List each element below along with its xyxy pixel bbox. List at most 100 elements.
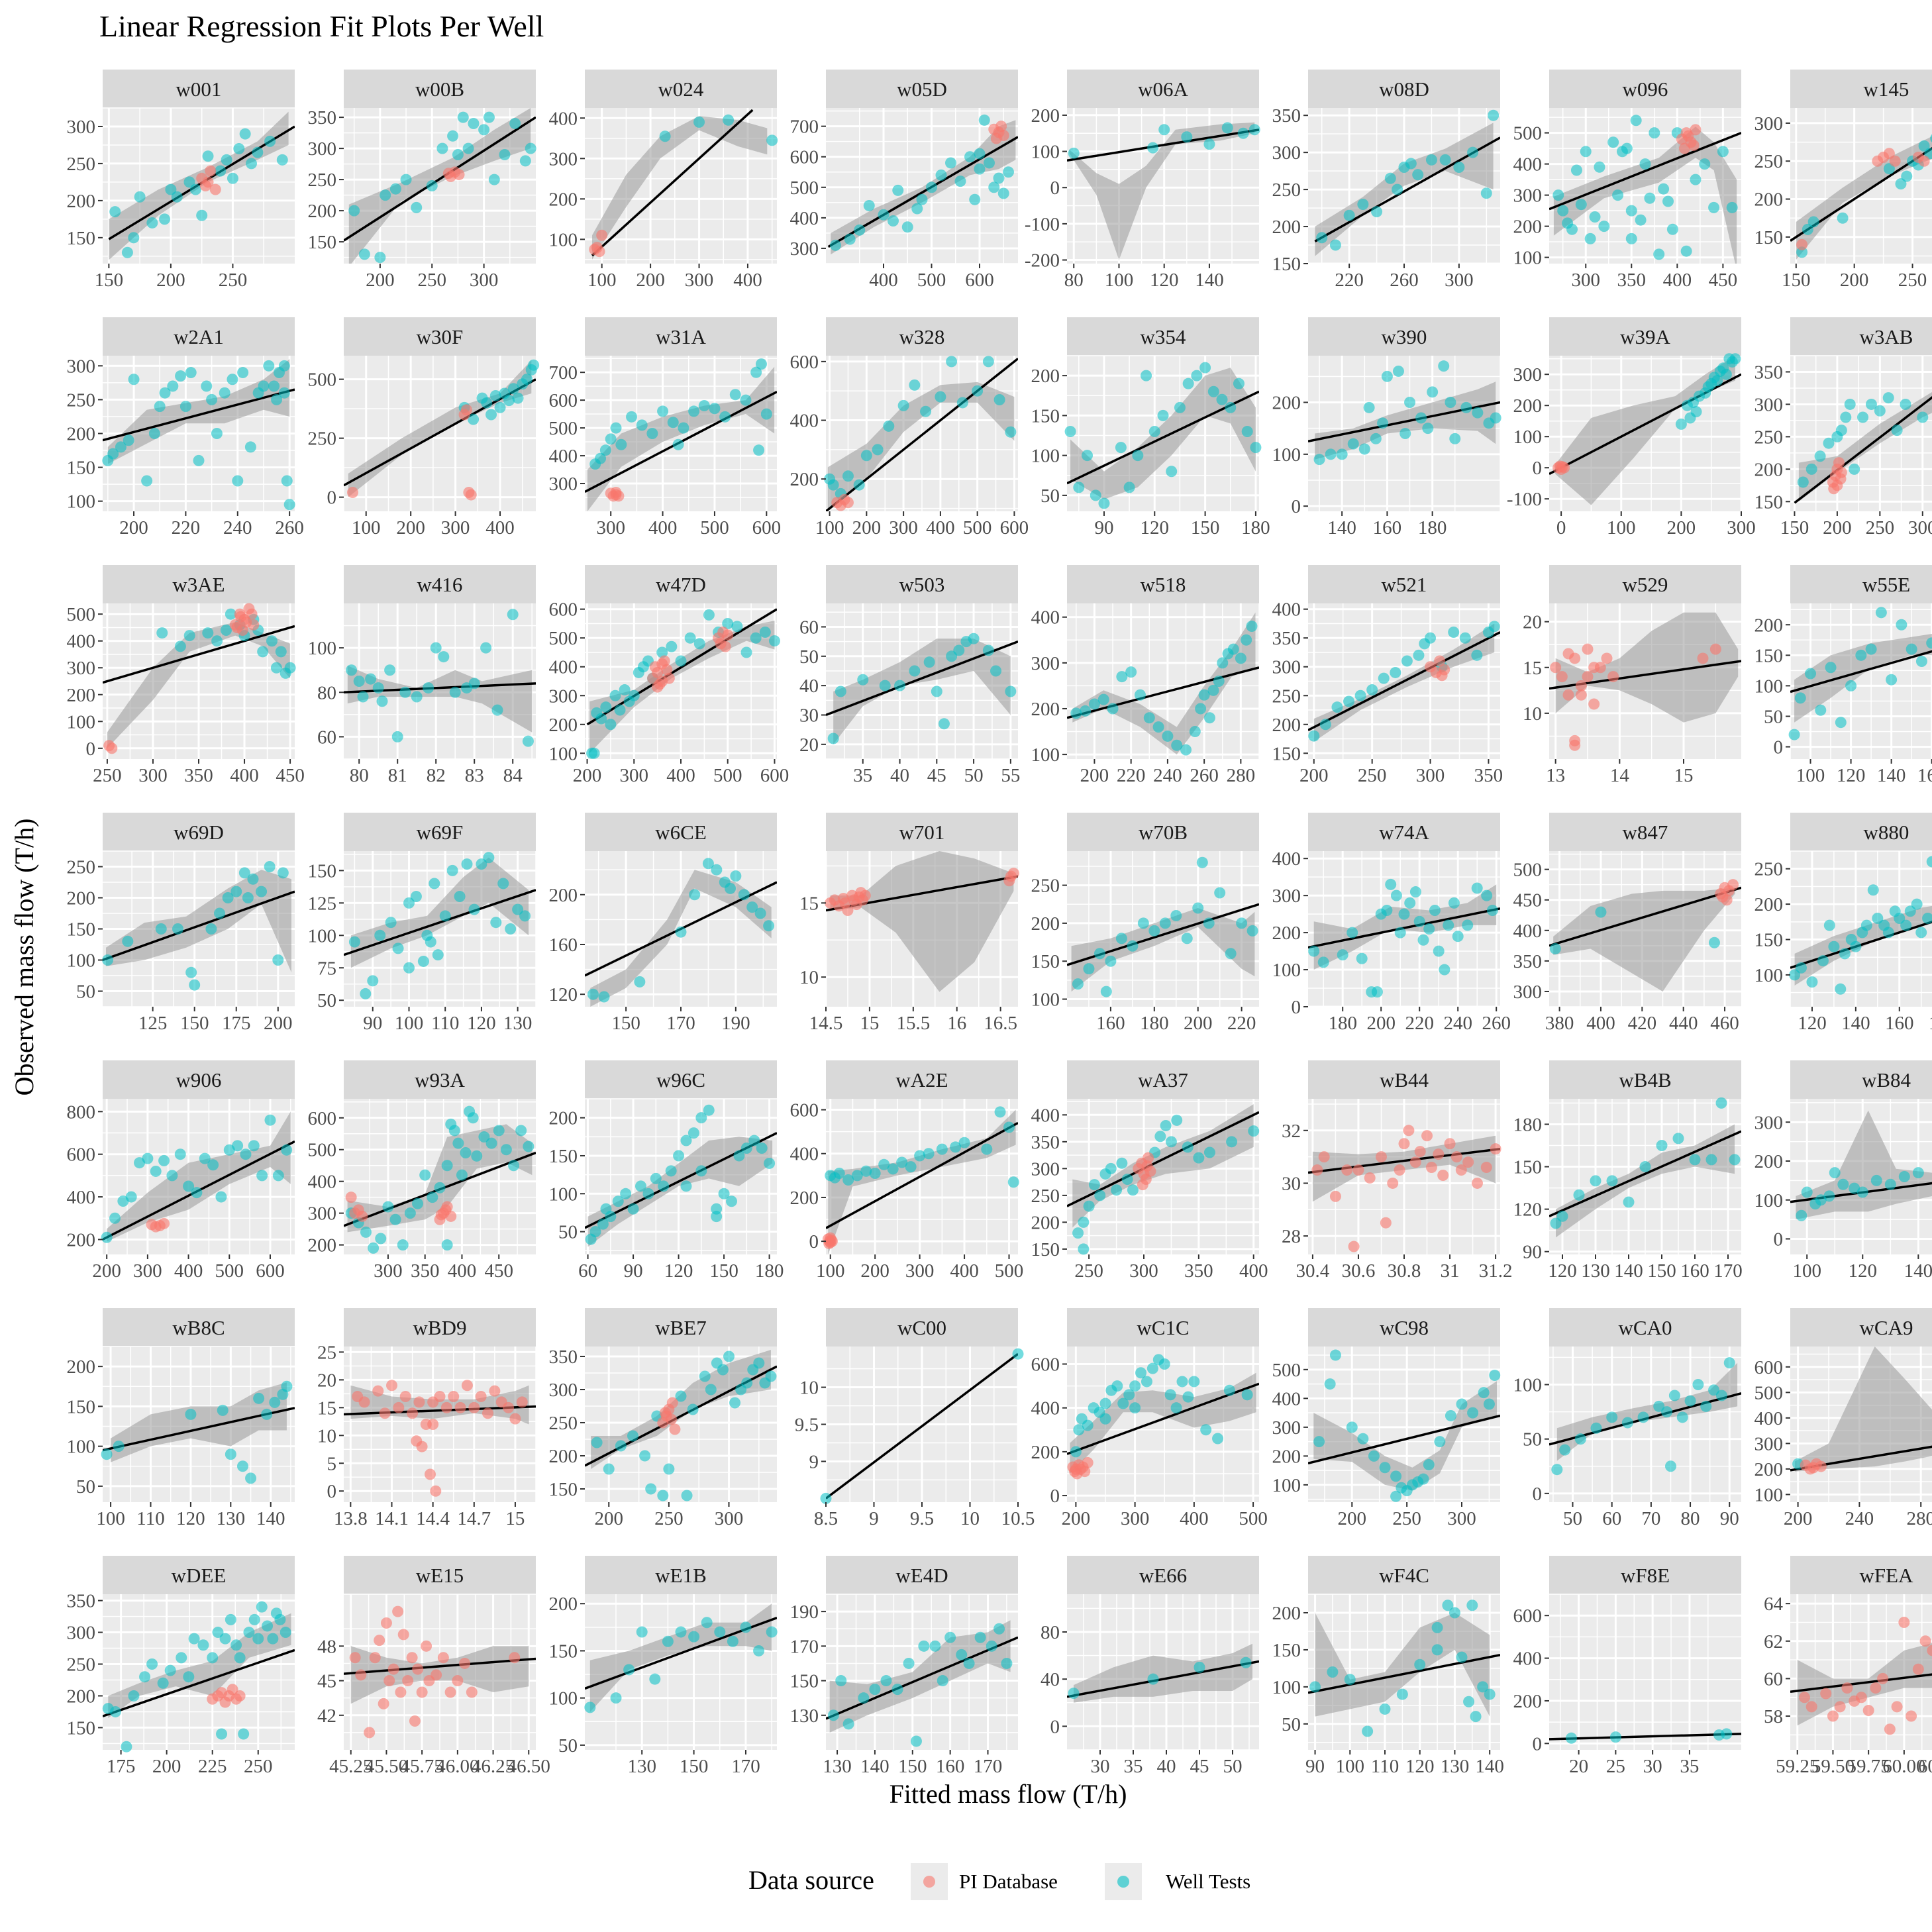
point-well-tests bbox=[1912, 1167, 1924, 1179]
point-well-tests bbox=[174, 1148, 186, 1160]
point-well-tests bbox=[1872, 912, 1884, 924]
y-tick-label: 300 bbox=[1031, 653, 1060, 674]
point-well-tests bbox=[628, 689, 640, 701]
x-tick-label: 13 bbox=[1546, 765, 1565, 786]
point-well-tests bbox=[1319, 719, 1331, 731]
point-well-tests bbox=[963, 1657, 975, 1669]
point-well-tests bbox=[447, 130, 459, 142]
point-pi-database bbox=[1891, 1701, 1903, 1713]
point-well-tests bbox=[1807, 216, 1819, 228]
point-well-tests bbox=[1176, 1376, 1188, 1388]
x-tick-label: 400 bbox=[230, 765, 259, 786]
y-tick-label: 100 bbox=[1754, 965, 1784, 986]
x-tick-label: 100 bbox=[1336, 1756, 1365, 1777]
y-tick-label: 15 bbox=[1523, 658, 1542, 679]
y-tick-label: 0 bbox=[1050, 1716, 1060, 1737]
fit-line bbox=[1308, 631, 1500, 732]
x-tick-label: 300 bbox=[596, 517, 625, 538]
point-well-tests bbox=[1606, 1411, 1618, 1423]
point-well-tests bbox=[109, 1212, 121, 1224]
point-well-tests bbox=[687, 1403, 699, 1415]
point-pi-database bbox=[1688, 139, 1700, 151]
x-tick-label: 30.6 bbox=[1342, 1260, 1376, 1282]
y-tick-label: 400 bbox=[790, 1144, 819, 1165]
point-well-tests bbox=[380, 189, 391, 201]
point-well-tests bbox=[1357, 198, 1369, 210]
x-tick-label: 140 bbox=[1327, 517, 1356, 538]
smooth-band bbox=[1797, 1643, 1932, 1726]
x-tick-label: 10.5 bbox=[1001, 1508, 1035, 1529]
smooth-band bbox=[347, 1124, 533, 1233]
point-well-tests bbox=[753, 444, 765, 456]
legend-label-well-tests: Well Tests bbox=[1166, 1870, 1250, 1893]
point-pi-database bbox=[859, 890, 871, 901]
point-well-tests bbox=[860, 450, 872, 462]
y-tick-label: 100 bbox=[1272, 444, 1301, 466]
point-well-tests bbox=[1797, 476, 1809, 488]
point-pi-database bbox=[656, 658, 668, 670]
y-tick-label: 100 bbox=[1754, 1484, 1784, 1505]
y-tick-label: 0 bbox=[1050, 178, 1060, 199]
point-well-tests bbox=[766, 1626, 778, 1638]
point-well-tests bbox=[1147, 1673, 1159, 1685]
panel-strip-label: wB4B bbox=[1619, 1068, 1671, 1092]
point-pi-database bbox=[1569, 652, 1581, 664]
point-pi-database bbox=[1855, 1692, 1867, 1703]
panel-strip bbox=[1067, 1308, 1259, 1347]
point-well-tests bbox=[723, 1350, 735, 1362]
point-pi-database bbox=[444, 1686, 456, 1698]
point-well-tests bbox=[1427, 386, 1439, 398]
x-tick-label: 15.5 bbox=[896, 1013, 930, 1034]
x-tick-label: 170 bbox=[974, 1756, 1003, 1777]
y-tick-label: 150 bbox=[1754, 930, 1784, 951]
point-well-tests bbox=[1556, 1210, 1568, 1222]
point-well-tests bbox=[448, 1125, 460, 1137]
y-tick-label: 200 bbox=[308, 201, 337, 222]
y-tick-label: 100 bbox=[1031, 990, 1060, 1011]
point-well-tests bbox=[468, 118, 480, 129]
point-well-tests bbox=[1448, 627, 1460, 638]
smooth-band bbox=[1070, 1372, 1256, 1474]
point-pi-database bbox=[425, 1468, 436, 1480]
x-tick-label: 80 bbox=[1064, 270, 1084, 291]
point-well-tests bbox=[1672, 1133, 1684, 1144]
point-well-tests bbox=[358, 248, 370, 260]
y-tick-label: 50 bbox=[317, 990, 336, 1011]
panel-strip bbox=[585, 565, 777, 603]
y-tick-label: 300 bbox=[790, 238, 819, 260]
point-well-tests bbox=[853, 479, 865, 491]
x-tick-label: 400 bbox=[869, 270, 898, 291]
point-well-tests bbox=[698, 400, 710, 412]
y-tick-label: 250 bbox=[1754, 151, 1784, 172]
point-well-tests bbox=[1466, 1600, 1478, 1611]
y-tick-label: 10 bbox=[1523, 703, 1542, 725]
x-tick-label: 60.00 bbox=[1882, 1756, 1925, 1777]
point-well-tests bbox=[1107, 703, 1119, 715]
point-pi-database bbox=[1450, 1151, 1462, 1163]
point-well-tests bbox=[1467, 146, 1479, 158]
point-well-tests bbox=[693, 116, 705, 128]
fit-line bbox=[1308, 907, 1500, 949]
point-pi-database bbox=[1833, 457, 1845, 469]
point-well-tests bbox=[1425, 632, 1437, 644]
panel-strip-label: wE66 bbox=[1139, 1564, 1187, 1587]
panel-strip bbox=[344, 565, 536, 603]
point-well-tests bbox=[923, 1148, 935, 1160]
point-well-tests bbox=[1845, 680, 1857, 691]
point-pi-database bbox=[503, 1401, 515, 1413]
point-well-tests bbox=[214, 907, 226, 919]
point-pi-database bbox=[1318, 1151, 1330, 1163]
point-well-tests bbox=[376, 695, 388, 707]
panel-strip-label: w096 bbox=[1623, 77, 1668, 101]
point-well-tests bbox=[1097, 693, 1109, 705]
point-well-tests bbox=[1072, 978, 1084, 990]
point-well-tests bbox=[261, 1408, 273, 1420]
point-well-tests bbox=[1815, 1194, 1827, 1206]
point-well-tests bbox=[248, 1613, 260, 1625]
point-well-tests bbox=[1467, 1407, 1479, 1419]
point-well-tests bbox=[1551, 1464, 1563, 1476]
x-tick-label: 280 bbox=[1906, 1508, 1932, 1529]
point-well-tests bbox=[1825, 662, 1837, 674]
